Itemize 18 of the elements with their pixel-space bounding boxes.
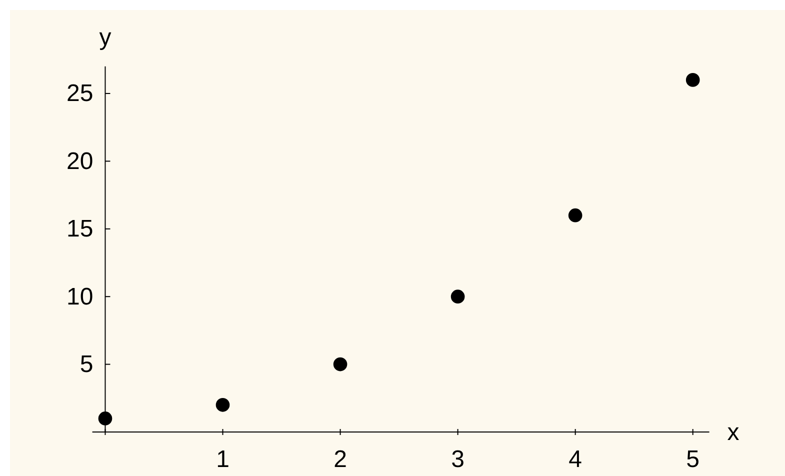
point (98, 412, 112, 426)
x-tick-label: 3 (451, 446, 464, 474)
x-axis-title: x (727, 419, 740, 446)
point (450, 290, 465, 304)
y-tick-label: 10 (66, 283, 94, 310)
y-tick-label: 20 (66, 148, 94, 175)
point (216, 398, 230, 412)
point (568, 208, 582, 222)
y-axis-title: y (99, 24, 112, 51)
point (686, 73, 700, 87)
x-tick-label: 1 (216, 446, 230, 474)
x-tick-label: 4 (568, 446, 582, 474)
x-tick-label: 5 (686, 446, 700, 474)
point (333, 357, 348, 372)
y-tick-label: 5 (80, 350, 94, 378)
x-tick-label: 2 (334, 446, 347, 474)
y-tick-label: 25 (66, 80, 94, 108)
y-tick-label: 15 (66, 216, 94, 243)
